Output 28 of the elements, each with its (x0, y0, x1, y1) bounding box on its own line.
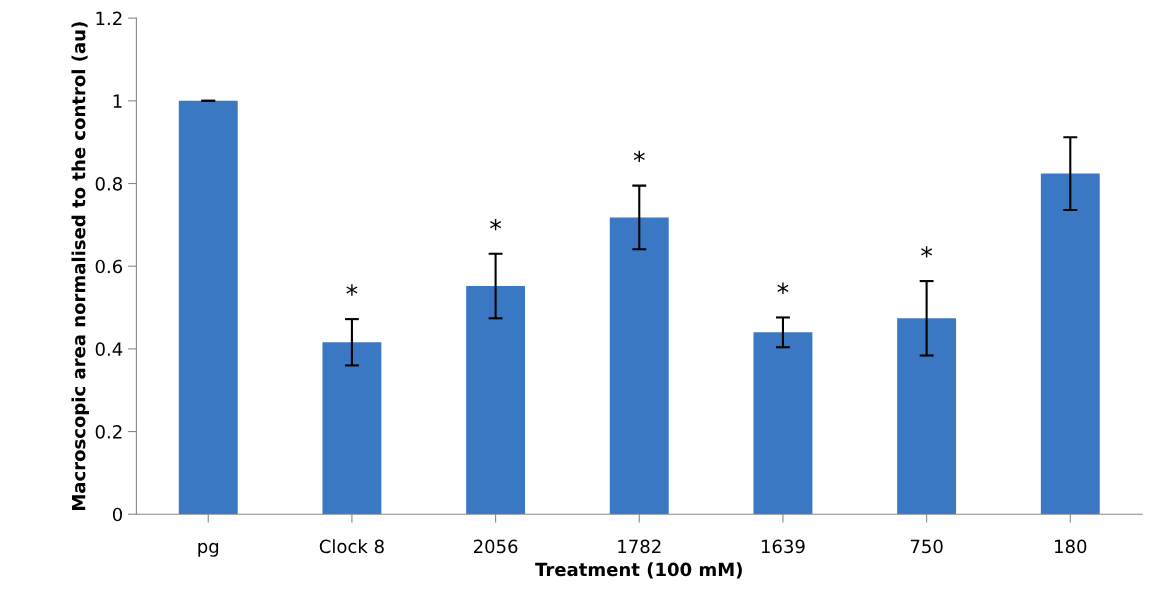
x-tick-label: 1782 (618, 539, 661, 554)
data-label: * (921, 246, 933, 258)
y-tick-label: 0.6 (95, 259, 123, 274)
data-label: * (633, 150, 645, 163)
bar (897, 318, 957, 515)
y-tick-label: 0.4 (95, 342, 123, 356)
bar (609, 217, 669, 515)
bar (466, 286, 526, 515)
data-label: * (346, 284, 358, 296)
x-tick-label: 180 (1055, 539, 1087, 554)
x-tick-label: Clock 8 (319, 539, 384, 554)
y-tick-label: 0.8 (95, 176, 122, 191)
y-tick-label: 1 (113, 94, 122, 108)
y-tick-label: 1.2 (96, 11, 122, 26)
x-tick-label: 750 (910, 539, 943, 554)
bar (322, 342, 382, 515)
x-tick-label: pg (198, 542, 219, 557)
y-tick-label: 0.2 (95, 425, 122, 439)
y-axis-title: Macroscopic area normalised to the control (au) (71, 22, 89, 510)
bar (178, 100, 238, 515)
x-tick-label: 2056 (473, 539, 518, 554)
x-axis-title: Treatment (100 mM) (535, 562, 742, 579)
data-label: * (777, 282, 789, 294)
y-tick-label: 0 (112, 507, 123, 522)
bar (753, 332, 813, 515)
bar (1040, 173, 1100, 515)
data-label: * (490, 218, 502, 231)
x-tick-label: 1639 (761, 539, 805, 554)
